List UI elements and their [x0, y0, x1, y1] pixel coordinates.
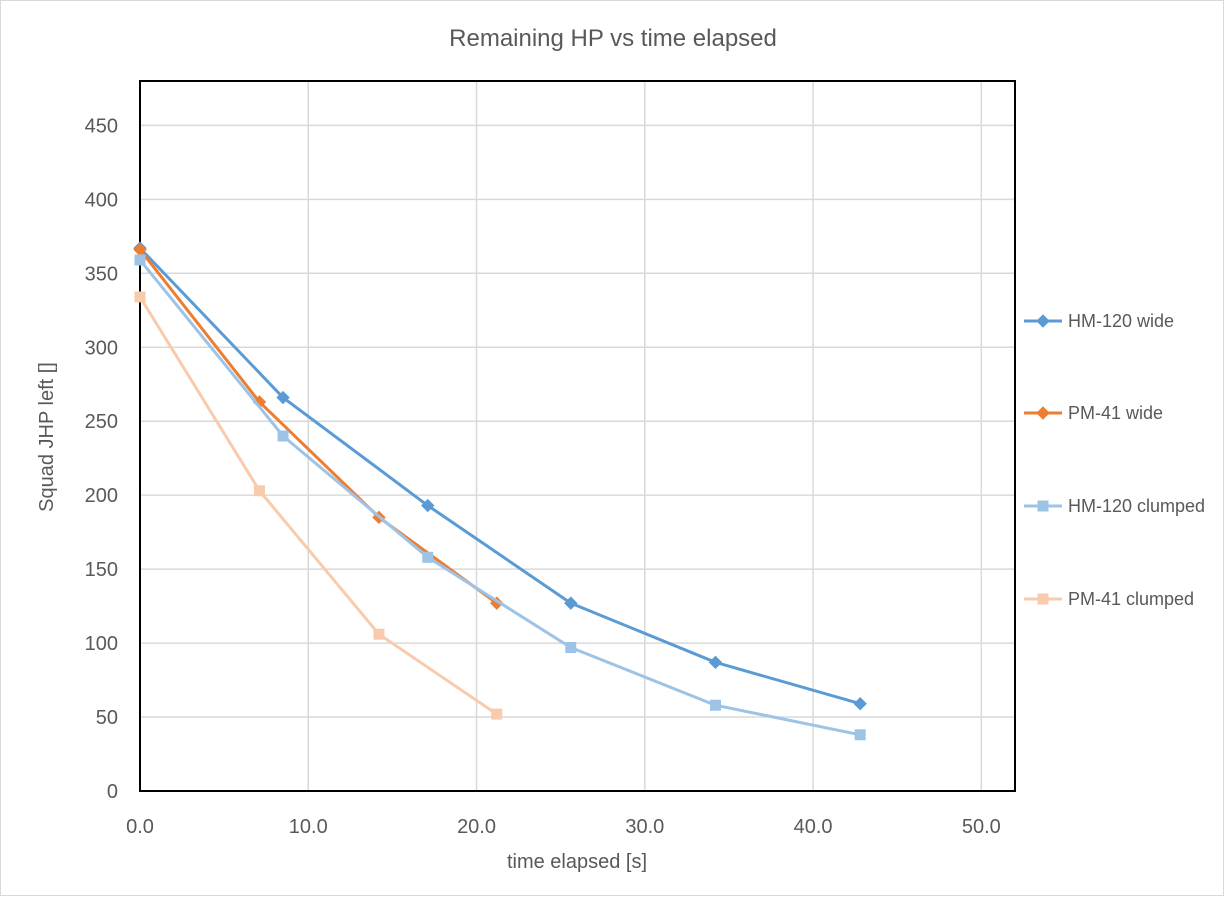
legend-swatch-marker	[1036, 314, 1050, 328]
series-2	[134, 254, 866, 741]
x-axis-label: time elapsed [s]	[507, 851, 647, 873]
series-line	[138, 259, 861, 737]
data-point	[491, 708, 503, 720]
series-0	[133, 241, 867, 711]
y-tick-label: 50	[96, 707, 118, 729]
y-tick-label: 100	[85, 633, 118, 655]
legend-swatch-marker	[1037, 593, 1049, 605]
data-point	[421, 498, 435, 513]
series-line	[138, 247, 861, 706]
y-axis-label: Squad JHP left []	[36, 362, 58, 512]
y-tick-label: 0	[107, 781, 118, 803]
legend: HM-120 wide PM-41 wide HM-120 clumped PM-41…	[1024, 311, 1205, 609]
y-tick-label: 350	[85, 263, 118, 285]
data-point	[708, 655, 723, 670]
legend-swatch-marker	[1036, 406, 1050, 420]
x-tick-label: 40.0	[794, 816, 833, 838]
legend-label: HM-120 clumped	[1068, 496, 1205, 516]
x-tick-label: 0.0	[126, 816, 154, 838]
data-point	[709, 699, 721, 711]
series-line	[138, 248, 498, 605]
series-lines	[133, 241, 867, 741]
data-point	[853, 697, 867, 711]
series-3	[134, 291, 503, 720]
data-point	[373, 628, 385, 640]
legend-swatch-marker	[1037, 500, 1049, 512]
legend-label: PM-41 wide	[1068, 403, 1163, 423]
legend-label: PM-41 clumped	[1068, 589, 1194, 609]
data-point	[134, 291, 146, 303]
y-tick-label: 400	[85, 189, 118, 211]
data-point	[422, 551, 434, 563]
gridlines	[139, 81, 1015, 792]
x-tick-label: 30.0	[625, 816, 664, 838]
data-point	[564, 596, 578, 610]
x-tick-label: 50.0	[962, 816, 1001, 838]
legend-item: HM-120 wide	[1024, 311, 1174, 331]
x-tick-label: 20.0	[457, 816, 496, 838]
legend-item: PM-41 clumped	[1024, 589, 1194, 609]
y-tick-label: 250	[85, 411, 118, 433]
y-tick-label: 300	[85, 337, 118, 359]
data-point	[854, 729, 866, 741]
y-tick-label: 200	[85, 485, 118, 507]
chart-title: Remaining HP vs time elapsed	[449, 25, 777, 52]
y-tick-label: 150	[85, 559, 118, 581]
x-tick-label: 10.0	[289, 816, 328, 838]
plot-area-border	[139, 80, 1016, 792]
data-point	[253, 485, 265, 497]
legend-label: HM-120 wide	[1068, 311, 1174, 331]
y-tick-label: 450	[85, 115, 118, 137]
legend-item: PM-41 wide	[1024, 403, 1163, 423]
legend-item: HM-120 clumped	[1024, 496, 1205, 516]
series-line	[138, 296, 498, 716]
data-point	[134, 254, 146, 266]
data-point	[277, 430, 289, 442]
data-point	[276, 390, 290, 405]
data-point	[565, 642, 577, 654]
axis-ticks: 0 50 100 150 200 250 300 350 400 450 0.0 10.0 20.0 30…	[85, 115, 1001, 838]
